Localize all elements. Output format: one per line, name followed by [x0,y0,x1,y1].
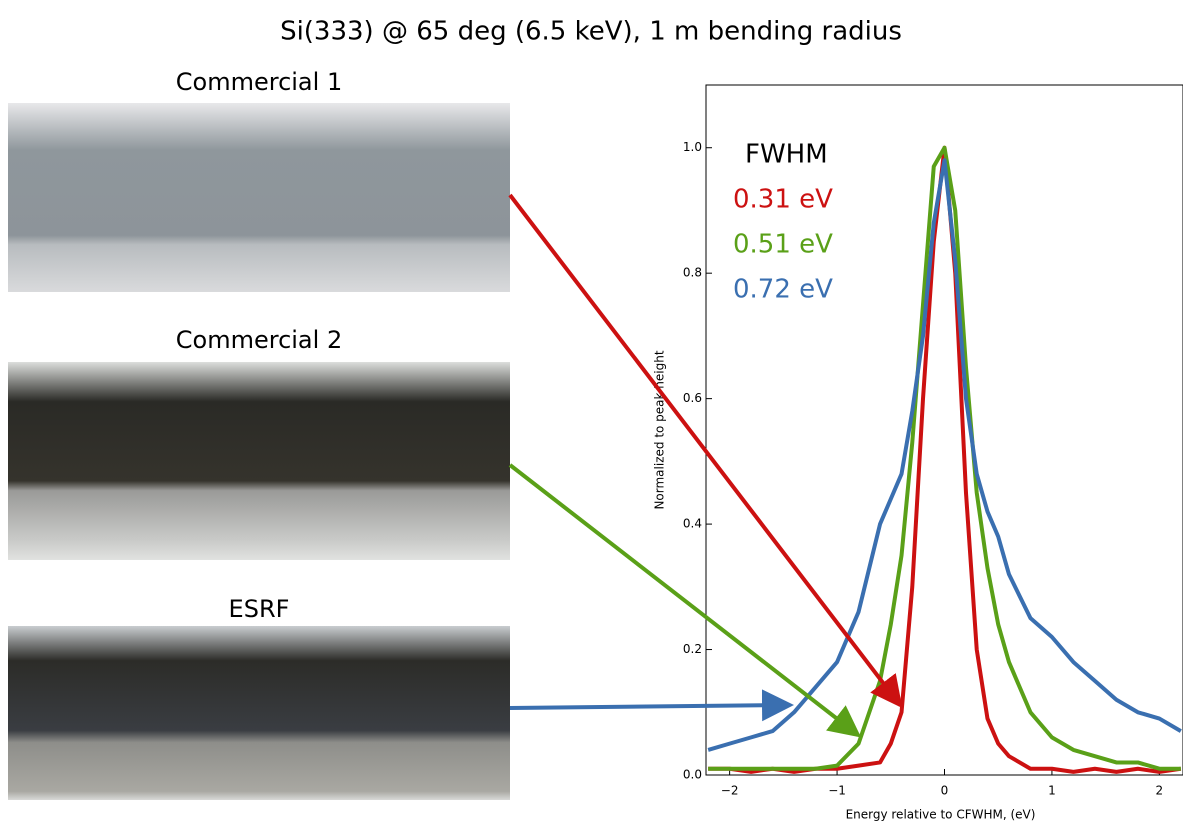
page-title: Si(333) @ 65 deg (6.5 keV), 1 m bending … [280,17,902,47]
plot: 0.0 0.2 0.4 0.6 0.8 1.0 −2 −1 0 1 2 Energy relative… [653,84,1183,822]
photo [8,626,510,800]
x-tick-label: 1 [1048,784,1056,798]
y-tick-label: 0.6 [683,391,702,405]
y-tick-label: 0.2 [683,642,702,656]
y-tick-label: 0.0 [683,768,702,782]
arrow [509,689,794,722]
arrow [508,193,903,709]
x-tick-label: 0 [941,784,949,798]
y-tick-label: 0.8 [683,266,702,280]
photo-label: ESRF [229,595,290,623]
legend-entry: 0.51 eV [733,230,833,260]
legend-entry: 0.72 eV [733,275,833,305]
y-tick-label: 1.0 [683,140,702,154]
legend-entry: 0.31 eV [733,185,833,215]
photo-label: Commercial 1 [176,68,342,96]
photo-label: Commercial 2 [176,326,342,354]
photo [8,362,510,560]
arrow [508,463,862,738]
x-axis-label: Energy relative to CFWHM, (eV) [846,808,1036,822]
y-axis-label: Normalized to peak height [653,350,667,509]
x-tick-label: −1 [828,784,846,798]
legend-title: FWHM [745,140,828,170]
y-tick-label: 0.4 [683,517,702,531]
x-tick-label: −2 [721,784,739,798]
photo [8,103,510,292]
x-tick-label: 2 [1156,784,1164,798]
series-line [708,145,1181,771]
